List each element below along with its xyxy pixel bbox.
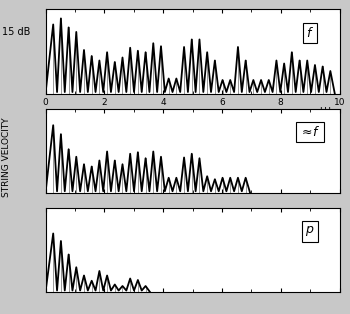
Text: kHz: kHz (319, 107, 336, 116)
Text: $\mathit{f}$: $\mathit{f}$ (306, 26, 314, 40)
Text: $\mathit{p}$: $\mathit{p}$ (306, 225, 315, 238)
Text: STRING VELOCITY: STRING VELOCITY (2, 117, 12, 197)
Text: 15 dB: 15 dB (2, 27, 31, 37)
Text: $\mathit{\approx\!f}$: $\mathit{\approx\!f}$ (300, 125, 321, 139)
